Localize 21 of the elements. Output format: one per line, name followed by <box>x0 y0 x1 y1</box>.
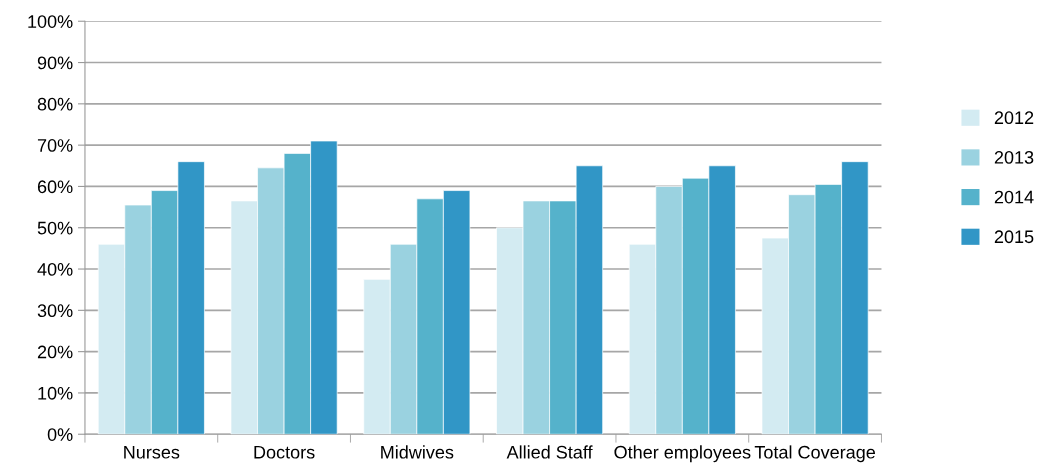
y-tick-label: 70% <box>37 139 73 152</box>
y-tick-label: 10% <box>38 386 73 400</box>
x-tick-label: Nurses <box>124 446 180 459</box>
y-tick-label: 80% <box>37 97 73 111</box>
y-tick-label: 50% <box>37 221 73 235</box>
y-tick-label: 60% <box>37 180 73 194</box>
legend-label: 2013 <box>994 150 1034 164</box>
y-tick-label: 90% <box>37 56 73 70</box>
x-tick-label: Midwives <box>381 445 454 459</box>
legend-label: 2015 <box>994 230 1034 244</box>
x-tick-label: Total Coverage <box>754 445 876 463</box>
y-tick-label: 40% <box>37 262 73 276</box>
x-tick-label: Allied Staff <box>506 445 593 459</box>
y-tick-label: 100% <box>28 15 73 28</box>
y-tick-label: 0% <box>47 428 73 441</box>
legend-label: 2014 <box>994 190 1034 204</box>
y-tick-label: 30% <box>37 304 73 318</box>
legend-label: 2012 <box>994 111 1034 125</box>
x-tick-label: Doctors <box>254 446 315 459</box>
x-tick-label: Other employees <box>614 445 751 463</box>
y-tick-label: 20% <box>37 345 73 359</box>
